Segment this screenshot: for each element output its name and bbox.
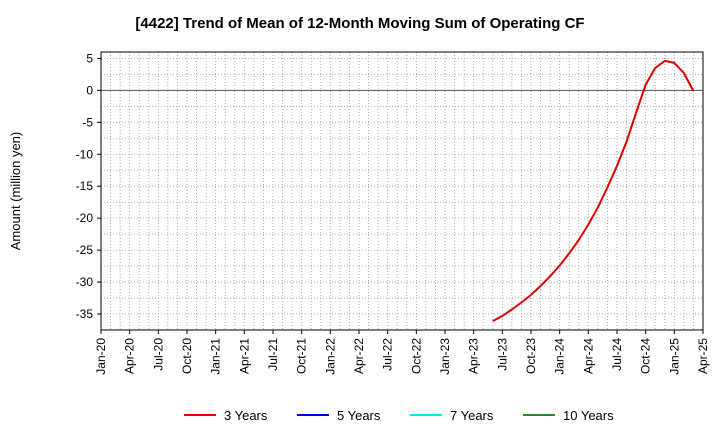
y-tick-label: -35	[76, 307, 94, 321]
plot-frame	[100, 51, 704, 331]
series-line-3-years	[492, 59, 695, 322]
x-tick-label: Apr-21	[237, 338, 251, 374]
x-tick-label: Jul-23	[495, 338, 509, 371]
legend-label: 3 Years	[224, 408, 268, 423]
plot-background	[101, 52, 703, 330]
x-tick-label: Jul-21	[266, 338, 280, 371]
x-tick-label: Jan-21	[209, 338, 223, 375]
y-tick-label: -25	[76, 243, 94, 257]
x-tick-label: Oct-23	[524, 338, 538, 374]
x-tick-label: Jul-22	[381, 338, 395, 371]
x-tick-label: Jan-25	[667, 338, 681, 375]
series-lines	[492, 59, 695, 322]
y-tick-label: -5	[82, 115, 93, 129]
legend-label: 7 Years	[450, 408, 494, 423]
y-tick-label: -15	[76, 179, 94, 193]
x-tick-label: Jan-22	[323, 338, 337, 375]
x-tick-label: Jul-20	[151, 338, 165, 371]
y-tick-label: 0	[86, 83, 93, 97]
legend-label: 10 Years	[563, 408, 614, 423]
x-tick-label: Apr-20	[123, 338, 137, 374]
chart-title: [4422] Trend of Mean of 12-Month Moving …	[135, 15, 585, 32]
y-tick-label: -10	[76, 147, 94, 161]
x-tick-label: Jan-20	[94, 338, 108, 375]
x-tick-label: Apr-22	[352, 338, 366, 374]
y-tick-label: -30	[76, 275, 94, 289]
grid-lines	[101, 52, 703, 330]
x-tick-label: Oct-22	[409, 338, 423, 374]
y-axis-ticks: 5 0 -5 -10 -15 -20 -25 -30 -35	[76, 51, 101, 321]
x-tick-label: Oct-20	[180, 338, 194, 374]
x-tick-label: Jan-23	[438, 338, 452, 375]
x-tick-label: Oct-21	[295, 338, 309, 374]
y-tick-label: 5	[86, 51, 93, 65]
x-tick-label: Apr-25	[696, 338, 710, 374]
x-tick-label: Jan-24	[553, 338, 567, 375]
y-tick-label: -20	[76, 211, 94, 225]
x-tick-label: Apr-23	[467, 338, 481, 374]
legend-label: 5 Years	[337, 408, 381, 423]
x-tick-label: Apr-24	[581, 338, 595, 374]
plot-area	[101, 52, 703, 330]
x-axis-ticks: Jan-20 Apr-20 Jul-20 Oct-20 Jan-21 Apr-21 Jul-…	[94, 330, 710, 375]
y-axis-label: Amount (million yen)	[8, 132, 23, 251]
plot-border	[100, 51, 704, 331]
x-tick-label: Jul-24	[610, 338, 624, 371]
legend: 3 Years 5 Years 7 Years 10 Years	[184, 408, 614, 423]
x-tick-label: Oct-24	[639, 338, 653, 374]
